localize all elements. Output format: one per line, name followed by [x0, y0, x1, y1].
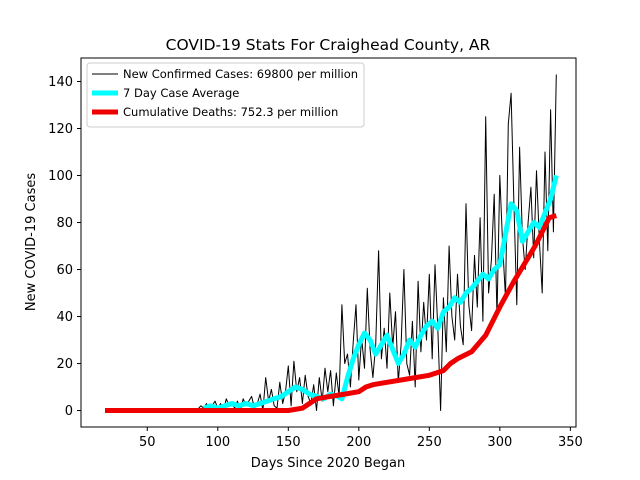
series-layer: [105, 74, 559, 413]
x-tick-label: 350: [558, 435, 583, 450]
y-tick-label: 140: [48, 75, 73, 90]
legend-label: Cumulative Deaths: 752.3 per million: [123, 105, 338, 119]
x-tick-label: 300: [487, 435, 512, 450]
y-axis: 0 20 40 60 80 100 120 140: [48, 75, 81, 419]
x-tick-label: 250: [417, 435, 442, 450]
legend-label: 7 Day Case Average: [123, 86, 239, 100]
x-tick-label: 150: [276, 435, 301, 450]
x-tick-label: 200: [346, 435, 371, 450]
y-tick-label: 100: [48, 169, 73, 184]
y-tick-label: 20: [56, 357, 73, 372]
plot-area: [105, 74, 559, 413]
y-axis-label: New COVID-19 Cases: [24, 173, 39, 311]
legend-box: [86, 62, 365, 128]
x-tick-label: 100: [205, 435, 230, 450]
y-tick-label: 0: [65, 404, 73, 419]
x-tick-label: 50: [139, 435, 156, 450]
x-axis: 50 100 150 200 250 300 350: [139, 427, 583, 450]
chart-title: COVID-19 Stats For Craighead County, AR: [166, 36, 491, 54]
cumulative-deaths-line: [105, 213, 558, 413]
y-tick-label: 120: [48, 122, 73, 137]
seven-day-average-line: [202, 174, 559, 411]
y-tick-label: 40: [56, 310, 73, 325]
y-tick-label: 80: [56, 216, 73, 231]
x-axis-label: Days Since 2020 Began: [251, 456, 406, 471]
legend-label: New Confirmed Cases: 69800 per million: [123, 67, 358, 81]
legend: New Confirmed Cases: 69800 per million 7 …: [86, 62, 365, 128]
y-tick-label: 60: [56, 263, 73, 278]
plot-frame: [80, 57, 577, 428]
